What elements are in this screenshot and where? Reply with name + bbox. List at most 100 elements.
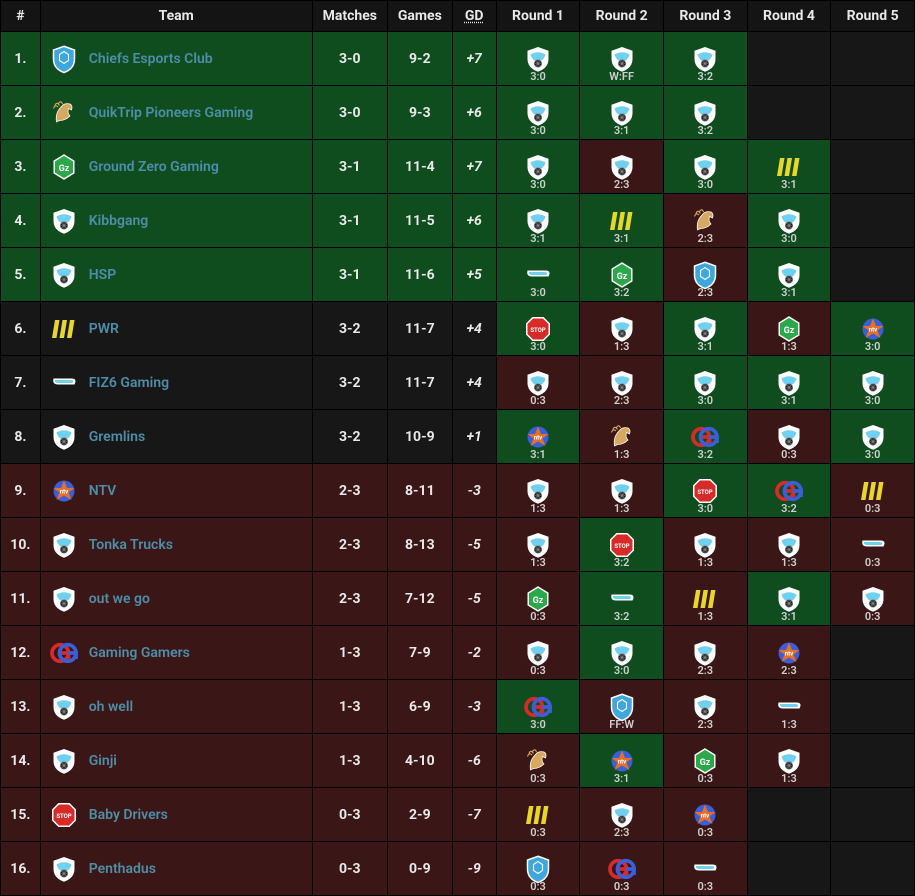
round-cell[interactable]: 3:0 (831, 356, 915, 410)
round-cell[interactable]: 0:3 (496, 788, 580, 842)
team-link[interactable]: Penthadus (89, 861, 156, 877)
team-link[interactable]: oh well (89, 699, 133, 715)
team-logo-icon[interactable] (49, 584, 79, 614)
round-cell[interactable]: 3:0 (496, 680, 580, 734)
round-cell[interactable]: 2:3 (580, 140, 664, 194)
round-cell[interactable]: 2:3 (580, 788, 664, 842)
round-cell[interactable]: 2:3 (663, 680, 747, 734)
team-link[interactable]: Baby Drivers (89, 807, 168, 823)
round-cell[interactable]: 3:1 (747, 140, 831, 194)
round-cell[interactable]: 3:1 (580, 86, 664, 140)
round-cell[interactable]: 3:0 (580, 626, 664, 680)
team-logo-icon[interactable]: Gz (49, 152, 79, 182)
round-cell[interactable]: STOP3:2 (580, 518, 664, 572)
team-link[interactable]: HSP (89, 267, 116, 283)
round-cell[interactable]: 0:3 (747, 410, 831, 464)
round-cell[interactable]: STOP3:0 (663, 464, 747, 518)
round-cell[interactable]: 3:2 (580, 572, 664, 626)
round-cell[interactable]: FF:W (580, 680, 664, 734)
round-cell[interactable]: 1:3 (747, 680, 831, 734)
round-cell[interactable]: 0:3 (496, 626, 580, 680)
team-link[interactable]: Ground Zero Gaming (89, 159, 219, 175)
round-cell[interactable]: 3:0 (747, 194, 831, 248)
round-cell[interactable]: ntv3:0 (831, 302, 915, 356)
team-logo-icon[interactable]: ntv (49, 476, 79, 506)
round-cell[interactable]: 3:0 (496, 32, 580, 86)
round-cell[interactable]: 3:1 (580, 194, 664, 248)
round-cell[interactable]: 1:3 (580, 410, 664, 464)
team-logo-icon[interactable]: STOP (49, 800, 79, 830)
round-cell[interactable]: 3:1 (747, 572, 831, 626)
team-link[interactable]: Gremlins (89, 429, 145, 445)
team-link[interactable]: Chiefs Esports Club (89, 51, 213, 67)
header-team[interactable]: Team (40, 1, 312, 32)
round-cell[interactable]: 0:3 (580, 842, 664, 896)
team-logo-icon[interactable] (49, 530, 79, 560)
team-logo-icon[interactable] (49, 206, 79, 236)
round-cell[interactable]: ntv0:3 (663, 788, 747, 842)
header-matches[interactable]: Matches (312, 1, 387, 32)
round-cell[interactable]: 3:1 (663, 302, 747, 356)
header-round-3[interactable]: Round 3 (663, 1, 747, 32)
round-cell[interactable]: 3:0 (496, 140, 580, 194)
round-cell[interactable]: 0:3 (496, 842, 580, 896)
round-cell[interactable]: 3:2 (663, 32, 747, 86)
round-cell[interactable]: Gz3:2 (580, 248, 664, 302)
round-cell[interactable]: 3:0 (496, 86, 580, 140)
team-link[interactable]: Kibbgang (89, 213, 149, 229)
round-cell[interactable]: 3:0 (831, 410, 915, 464)
round-cell[interactable]: 0:3 (663, 842, 747, 896)
round-cell[interactable]: 3:0 (663, 140, 747, 194)
round-cell[interactable]: 1:3 (747, 734, 831, 788)
round-cell[interactable]: 3:1 (747, 248, 831, 302)
header-games[interactable]: Games (387, 1, 452, 32)
round-cell[interactable]: 2:3 (663, 248, 747, 302)
team-logo-icon[interactable] (49, 638, 79, 668)
team-logo-icon[interactable] (49, 368, 79, 398)
round-cell[interactable]: Gz0:3 (496, 572, 580, 626)
round-cell[interactable]: 1:3 (747, 518, 831, 572)
round-cell[interactable]: ntv3:1 (580, 734, 664, 788)
team-logo-icon[interactable] (49, 98, 79, 128)
team-link[interactable]: PWR (89, 321, 119, 337)
round-cell[interactable]: 3:2 (747, 464, 831, 518)
team-logo-icon[interactable] (49, 260, 79, 290)
round-cell[interactable]: Gz0:3 (663, 734, 747, 788)
team-link[interactable]: Tonka Trucks (89, 537, 173, 553)
round-cell[interactable]: 2:3 (580, 356, 664, 410)
header-rank[interactable]: # (1, 1, 41, 32)
round-cell[interactable]: 0:3 (831, 572, 915, 626)
round-cell[interactable]: W:FF (580, 32, 664, 86)
header-round-2[interactable]: Round 2 (580, 1, 664, 32)
round-cell[interactable]: 1:3 (663, 518, 747, 572)
team-link[interactable]: QuikTrip Pioneers Gaming (89, 105, 253, 121)
round-cell[interactable]: Gz1:3 (747, 302, 831, 356)
round-cell[interactable]: 1:3 (580, 464, 664, 518)
team-link[interactable]: Ginji (89, 753, 117, 769)
round-cell[interactable]: ntv2:3 (747, 626, 831, 680)
team-logo-icon[interactable] (49, 314, 79, 344)
team-logo-icon[interactable] (49, 422, 79, 452)
team-link[interactable]: NTV (89, 483, 117, 499)
round-cell[interactable]: 0:3 (496, 734, 580, 788)
round-cell[interactable]: 1:3 (663, 572, 747, 626)
round-cell[interactable]: 3:1 (747, 356, 831, 410)
round-cell[interactable]: STOP3:0 (496, 302, 580, 356)
round-cell[interactable]: 1:3 (580, 302, 664, 356)
round-cell[interactable]: 3:0 (496, 248, 580, 302)
round-cell[interactable]: 2:3 (663, 626, 747, 680)
round-cell[interactable]: 1:3 (496, 518, 580, 572)
round-cell[interactable]: 0:3 (496, 356, 580, 410)
team-link[interactable]: Gaming Gamers (89, 645, 190, 661)
header-round-1[interactable]: Round 1 (496, 1, 580, 32)
team-link[interactable]: out we go (89, 591, 150, 607)
team-link[interactable]: FIZ6 Gaming (89, 375, 169, 391)
round-cell[interactable]: 3:1 (496, 194, 580, 248)
round-cell[interactable]: 2:3 (663, 194, 747, 248)
round-cell[interactable]: 0:3 (831, 464, 915, 518)
header-round-5[interactable]: Round 5 (831, 1, 915, 32)
header-round-4[interactable]: Round 4 (747, 1, 831, 32)
round-cell[interactable]: ntv3:1 (496, 410, 580, 464)
round-cell[interactable]: 3:2 (663, 86, 747, 140)
header-gd[interactable]: GD (452, 1, 496, 32)
